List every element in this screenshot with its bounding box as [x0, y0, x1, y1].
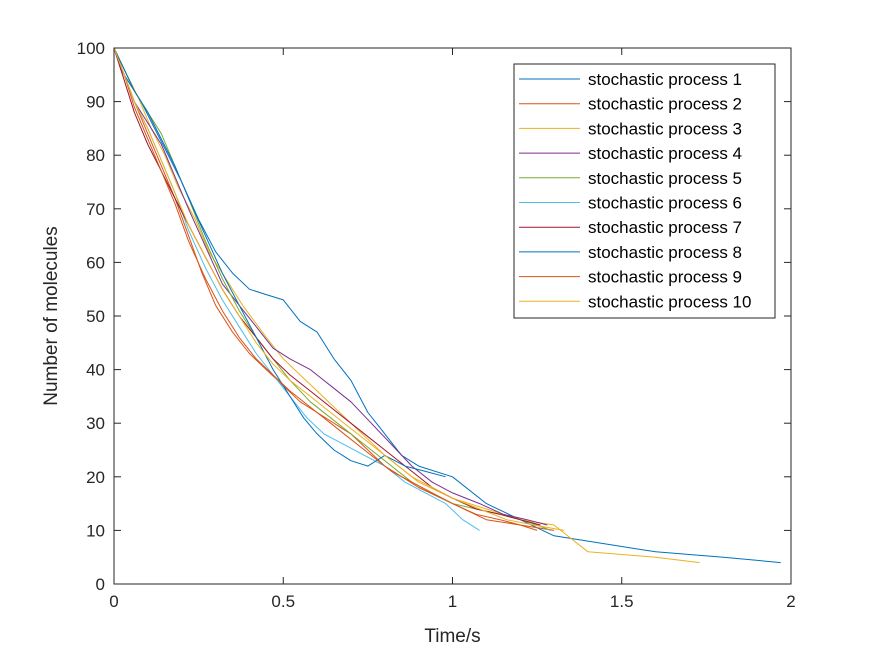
legend-entry: stochastic process 3 [588, 119, 742, 138]
y-tick-label: 40 [86, 361, 105, 380]
y-tick-label: 60 [86, 253, 105, 272]
legend-entry: stochastic process 9 [588, 268, 742, 287]
y-tick-label: 90 [86, 93, 105, 112]
x-tick-label: 2 [786, 592, 795, 611]
legend: stochastic process 1 stochastic process 2… [513, 63, 776, 319]
y-tick-label: 50 [86, 307, 105, 326]
series-line-2 [113, 47, 555, 531]
series-line-5 [113, 47, 551, 531]
series-layer [113, 47, 781, 564]
legend-entry: stochastic process 5 [588, 169, 742, 188]
series-line-4 [113, 47, 548, 526]
y-tick-label: 10 [86, 521, 105, 540]
legend-entry: stochastic process 6 [588, 194, 742, 213]
y-tick-label: 70 [86, 200, 105, 219]
legend-entry: stochastic process 7 [588, 218, 742, 237]
legend-entry: stochastic process 2 [588, 95, 742, 114]
legend-entry: stochastic process 10 [588, 292, 751, 311]
y-tick-label: 100 [77, 39, 105, 58]
legend-entry: stochastic process 8 [588, 243, 742, 262]
y-axis-title: Number of molecules [41, 226, 62, 406]
x-tick-label: 0 [109, 592, 118, 611]
y-tick-label: 0 [96, 575, 105, 594]
series-line-10 [113, 47, 565, 531]
x-axis-title: Time/s [424, 626, 480, 647]
series-line-9 [113, 47, 538, 531]
y-tick-label: 30 [86, 414, 105, 433]
y-tick-label: 80 [86, 146, 105, 165]
x-tick-label: 1 [448, 592, 457, 611]
x-tick-label: 0.5 [271, 592, 295, 611]
legend-box [513, 63, 776, 319]
x-tick-label: 1.5 [610, 592, 634, 611]
legend-entry: stochastic process 1 [588, 70, 742, 89]
y-tick-label: 20 [86, 468, 105, 487]
legend-entry: stochastic process 4 [588, 144, 742, 163]
